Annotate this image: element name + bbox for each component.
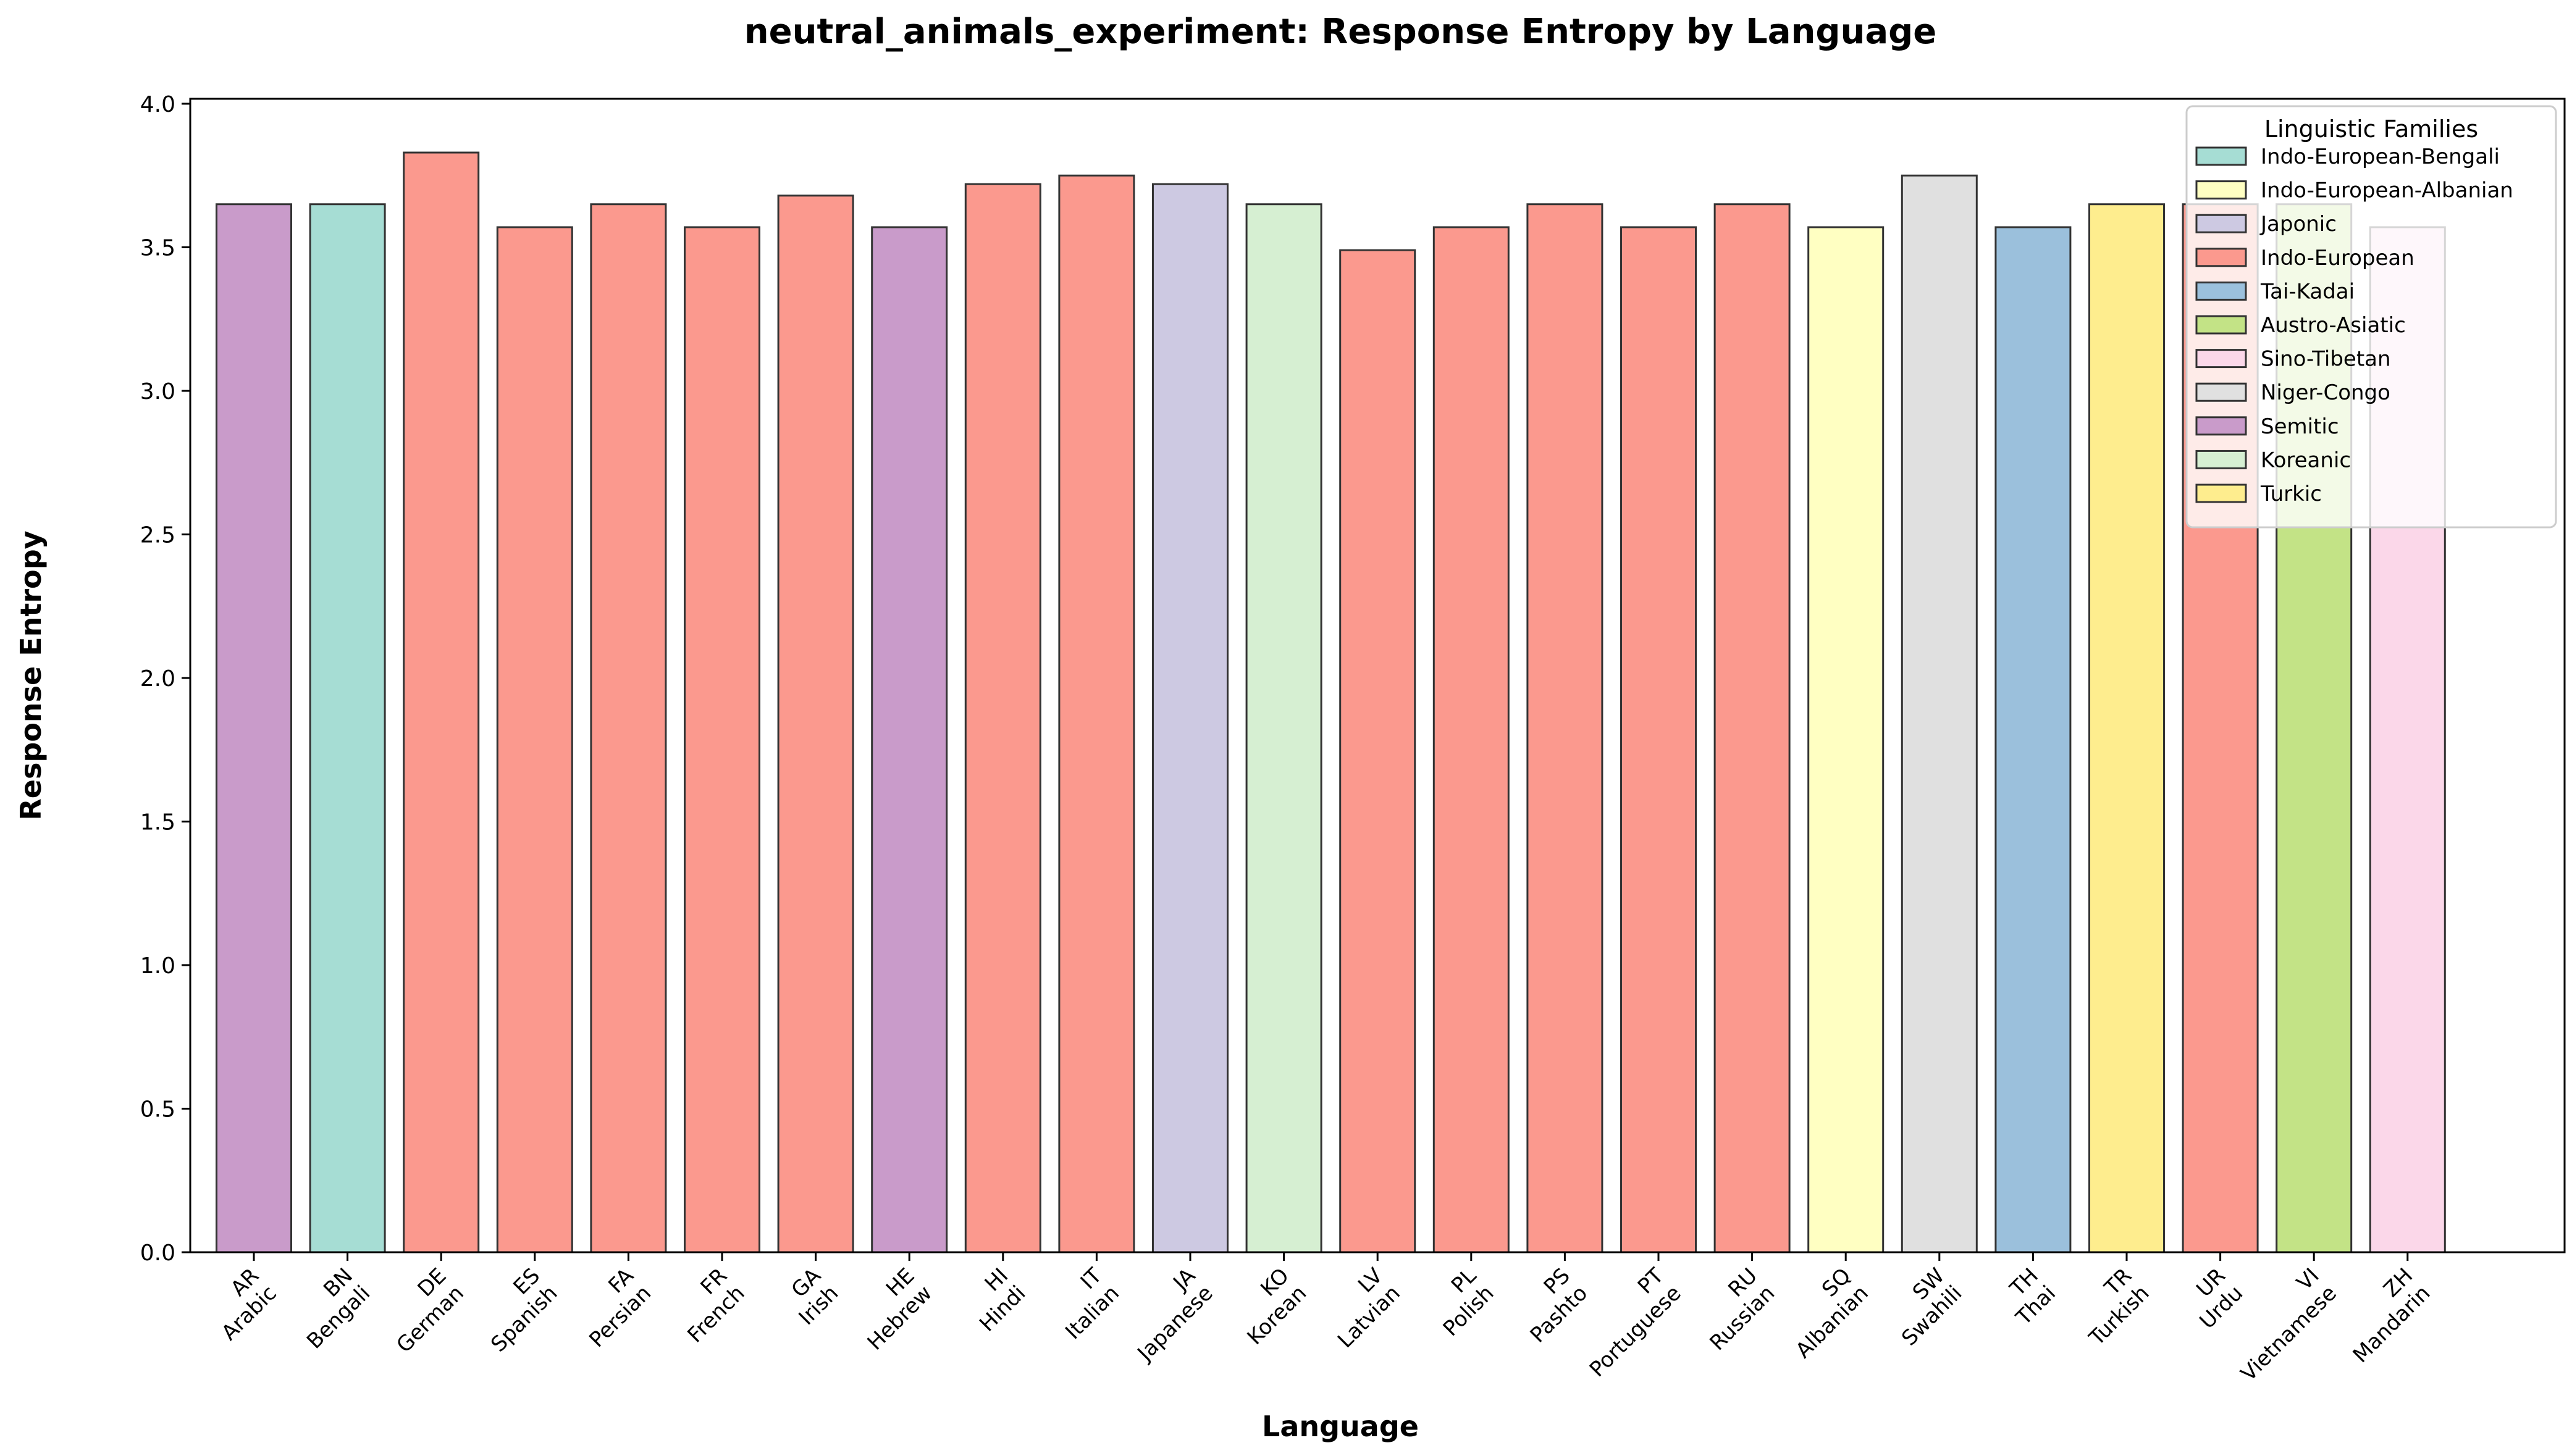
x-tick-label: RURussian — [1687, 1263, 1780, 1355]
legend-swatch — [2195, 315, 2247, 335]
bar-lv — [1339, 249, 1416, 1253]
plot-frame — [189, 98, 2566, 1253]
x-tick-label: FAPersian — [567, 1263, 656, 1352]
x-tick-label: THThai — [1993, 1263, 2061, 1331]
legend-swatch — [2195, 180, 2247, 200]
legend-label: Niger-Congo — [2261, 380, 2390, 405]
x-tick-label: PSPashto — [1508, 1263, 1592, 1348]
legend-swatch — [2195, 349, 2247, 369]
legend-swatch — [2195, 483, 2247, 503]
bar-pt — [1620, 226, 1697, 1253]
legend-title: Linguistic Families — [2264, 115, 2478, 143]
x-tick-label: ESSpanish — [469, 1263, 563, 1357]
y-tick-label: 1.0 — [140, 953, 175, 979]
legend-label: Sino-Tibetan — [2261, 347, 2391, 372]
x-tick-label: BNBengali — [285, 1263, 375, 1353]
bar-ko — [1245, 203, 1322, 1253]
bar-fa — [590, 203, 667, 1253]
legend-swatch — [2195, 382, 2247, 402]
chart-title: neutral_animals_experiment: Response Ent… — [744, 12, 1936, 52]
legend-entries: Indo-European-Bengali Indo-European-Alban… — [2195, 144, 2513, 506]
bar-he — [871, 226, 948, 1253]
legend: Linguistic Families Indo-European-Bengal… — [2185, 105, 2557, 529]
x-tick-label: GAIrish — [776, 1263, 843, 1330]
bar-sq — [1807, 226, 1885, 1253]
bar-ar — [216, 203, 292, 1253]
legend-label: Austro-Asiatic — [2261, 313, 2406, 338]
y-axis-label: Response Entropy — [14, 530, 48, 820]
bar-ps — [1526, 203, 1603, 1253]
legend-swatch — [2195, 281, 2247, 301]
x-tick-label: VIVietnamese — [2219, 1263, 2342, 1386]
y-tick-label: 2.0 — [140, 666, 175, 692]
x-tick-label: URUrdu — [2177, 1263, 2248, 1334]
x-tick-label: KOKorean — [1225, 1263, 1311, 1350]
legend-swatch — [2195, 416, 2247, 436]
legend-swatch — [2195, 214, 2247, 233]
legend-label: Koreanic — [2261, 448, 2351, 472]
legend-label: Semitic — [2261, 414, 2339, 439]
bar-pl — [1432, 226, 1510, 1253]
y-tick-label: 1.5 — [140, 810, 175, 835]
x-axis-label: Language — [1262, 1410, 1419, 1443]
legend-label: Japonic — [2259, 212, 2337, 236]
legend-swatch — [2195, 146, 2247, 166]
bar-de — [403, 151, 480, 1253]
x-tick-label: SQAlbanian — [1773, 1263, 1873, 1363]
bar-fr — [684, 226, 760, 1253]
bar-hi — [964, 183, 1041, 1253]
x-tick-label: ARArabic — [200, 1263, 282, 1345]
x-tick-label: PTPortuguese — [1568, 1263, 1686, 1382]
y-tick-label: 2.5 — [140, 523, 175, 548]
x-axis: ARArabic BNBengali DEGerman ESSpanishFAPers… — [200, 1252, 2435, 1386]
x-tick-label: ITItalian — [1043, 1263, 1124, 1344]
legend-label: Indo-European-Bengali — [2261, 144, 2500, 169]
x-tick-label: FRFrench — [665, 1263, 749, 1347]
x-tick-label: SWSwahili — [1880, 1263, 1967, 1351]
y-tick-label: 4.0 — [140, 92, 175, 117]
bar-ru — [1713, 203, 1791, 1253]
x-tick-label: JAJapanese — [1114, 1263, 1217, 1366]
x-tick-label: ZHMandarin — [2330, 1263, 2435, 1368]
bar-sw — [1901, 174, 1978, 1253]
y-tick-label: 3.0 — [140, 379, 175, 404]
bars — [216, 151, 2446, 1253]
bar-ga — [777, 195, 854, 1253]
legend-label: Indo-European-Albanian — [2261, 178, 2513, 203]
bar-ja — [1152, 183, 1229, 1253]
x-tick-label: PLPolish — [1421, 1263, 1498, 1341]
x-tick-label: HEHebrew — [845, 1263, 937, 1355]
bar-it — [1058, 174, 1135, 1253]
bar-th — [1994, 226, 2072, 1253]
legend-swatch — [2195, 450, 2247, 469]
x-tick-label: HIHindi — [957, 1263, 1031, 1337]
legend-box — [2185, 105, 2557, 529]
bar-es — [496, 226, 573, 1253]
y-tick-label: 3.5 — [140, 236, 175, 261]
legend-label: Indo-European — [2261, 246, 2414, 270]
x-tick-label: DEGerman — [374, 1263, 469, 1358]
x-tick-label: TRTurkish — [2067, 1263, 2154, 1351]
y-tick-label: 0.0 — [140, 1241, 175, 1266]
bar-bn — [309, 203, 386, 1253]
legend-label: Tai-Kadai — [2260, 279, 2355, 304]
y-tick-label: 0.5 — [140, 1097, 175, 1123]
bar-tr — [2088, 203, 2165, 1253]
legend-swatch — [2195, 248, 2247, 267]
legend-label: Turkic — [2260, 482, 2322, 506]
x-tick-label: LVLatvian — [1316, 1263, 1405, 1353]
y-axis: 0.0 0.5 1.0 1.5 2.0 2.5 3.0 3.5 4.0 — [140, 92, 190, 1266]
